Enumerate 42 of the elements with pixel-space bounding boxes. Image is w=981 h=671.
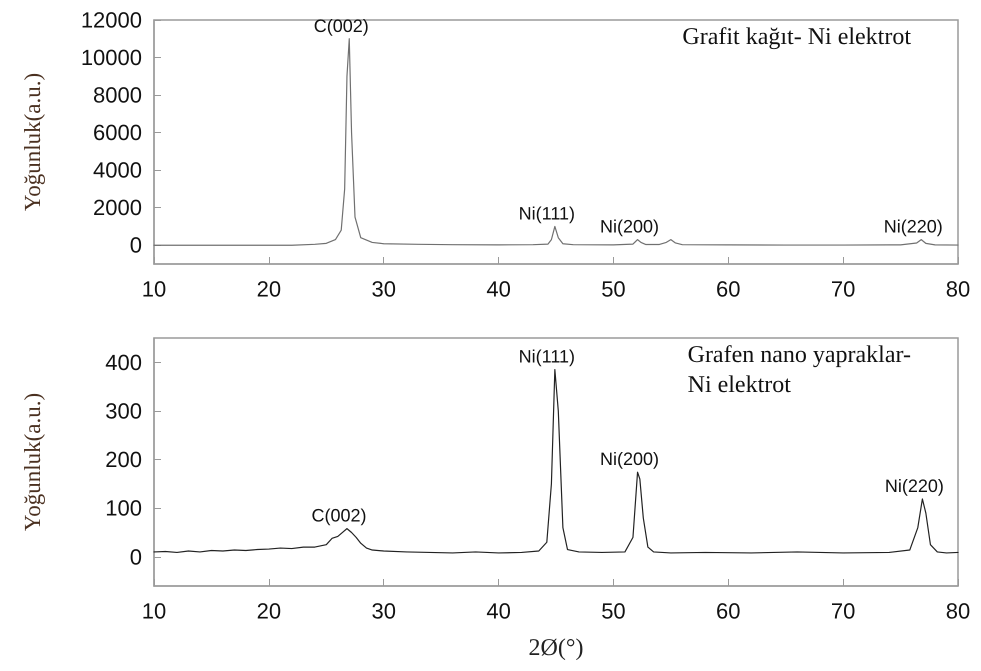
y-tick-label: 8000 [93,82,142,108]
y-tick-label: 300 [105,398,142,424]
x-tick-label: 80 [946,598,970,624]
x-tick-label: 60 [716,276,741,302]
annotation: Grafit kağıt- Ni elektrot [682,24,912,50]
annotation: Ni(200) [600,449,660,470]
y-tick-label: 0 [130,232,142,258]
y-tick-label: 2000 [93,195,142,220]
x-tick-label: 40 [486,276,511,302]
x-tick-label: 70 [830,598,856,624]
x-tick-label: 10 [142,598,166,624]
y-axis-title: Yoğunluk(a.u.) [20,392,45,532]
x-tick-label: 20 [256,276,282,302]
annotation: Ni(220) [884,216,943,237]
y-tick-label: 6000 [93,120,142,146]
y-tick-label: 200 [105,447,142,472]
x-tick-label: 30 [371,276,396,302]
annotation: Ni(111) [518,346,576,367]
line-series [153,369,959,554]
annotation: Ni(220) [884,476,944,496]
x-tick-label: 50 [601,276,626,302]
y-tick-label: 4000 [93,158,142,183]
y-tick-label: 400 [105,350,142,375]
x-tick-label: 10 [142,276,166,302]
x-axis-title: 2Ø(°) [528,635,584,661]
y-tick-label: 12000 [80,8,142,32]
x-tick-label: 40 [486,598,511,624]
annotation: Ni(111) [518,203,576,224]
y-tick-label: 10000 [80,45,142,70]
x-tick-label: 80 [946,276,970,302]
x-tick-label: 30 [371,598,396,624]
annotation: Ni(200) [600,216,660,237]
y-axis-title: Yoğunluk(a.u.) [20,72,45,212]
annotation: Grafen nano yapraklar- Ni elektrot [688,342,912,398]
annotation: C(002) [314,16,369,36]
y-tick-label: 0 [130,544,142,570]
annotation: C(002) [311,506,366,526]
x-tick-label: 70 [830,276,856,302]
x-tick-label: 60 [716,598,741,624]
y-tick-label: 100 [105,496,142,521]
x-tick-label: 50 [601,598,626,624]
x-tick-label: 20 [256,598,282,624]
